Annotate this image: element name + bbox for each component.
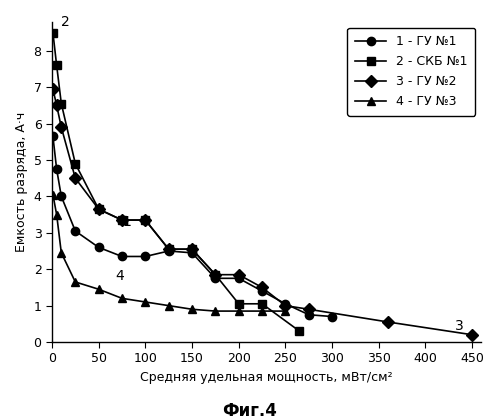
4 - ГУ №3 <box>54 212 60 217</box>
Text: 3: 3 <box>456 318 464 333</box>
4 - ГУ №3 <box>142 299 148 304</box>
1 - ГУ №1 <box>212 276 218 281</box>
2 - СКБ №1 <box>236 301 242 306</box>
3 - ГУ №2 <box>385 320 391 325</box>
4 - ГУ №3 <box>96 287 102 292</box>
Text: 4: 4 <box>116 269 124 283</box>
2 - СКБ №1 <box>142 218 148 223</box>
4 - ГУ №3 <box>166 303 172 308</box>
3 - ГУ №2 <box>212 272 218 277</box>
1 - ГУ №1 <box>282 301 288 306</box>
1 - ГУ №1 <box>259 289 265 294</box>
Text: Фиг.4: Фиг.4 <box>222 402 278 420</box>
Text: 2: 2 <box>62 15 70 29</box>
1 - ГУ №1 <box>329 314 335 319</box>
4 - ГУ №3 <box>58 250 64 255</box>
Text: 1: 1 <box>122 215 131 229</box>
Legend: 1 - ГУ №1, 2 - СКБ №1, 3 - ГУ №2, 4 - ГУ №3: 1 - ГУ №1, 2 - СКБ №1, 3 - ГУ №2, 4 - ГУ… <box>348 28 475 116</box>
2 - СКБ №1 <box>296 328 302 333</box>
1 - ГУ №1 <box>54 167 60 172</box>
2 - СКБ №1 <box>58 101 64 106</box>
3 - ГУ №2 <box>142 218 148 223</box>
1 - ГУ №1 <box>189 250 195 255</box>
3 - ГУ №2 <box>306 307 312 312</box>
1 - ГУ №1 <box>142 254 148 259</box>
1 - ГУ №1 <box>236 276 242 281</box>
2 - СКБ №1 <box>189 247 195 252</box>
3 - ГУ №2 <box>282 303 288 308</box>
3 - ГУ №2 <box>189 247 195 252</box>
1 - ГУ №1 <box>306 312 312 317</box>
Line: 4 - ГУ №3: 4 - ГУ №3 <box>48 190 290 315</box>
2 - СКБ №1 <box>259 301 265 306</box>
Y-axis label: Емкость разряда, А·ч: Емкость разряда, А·ч <box>15 112 28 252</box>
1 - ГУ №1 <box>96 245 102 250</box>
1 - ГУ №1 <box>166 249 172 254</box>
2 - СКБ №1 <box>54 63 60 68</box>
Line: 1 - ГУ №1: 1 - ГУ №1 <box>48 132 337 321</box>
3 - ГУ №2 <box>96 207 102 212</box>
3 - ГУ №2 <box>54 103 60 108</box>
4 - ГУ №3 <box>50 192 56 197</box>
3 - ГУ №2 <box>469 332 475 337</box>
4 - ГУ №3 <box>236 309 242 314</box>
3 - ГУ №2 <box>72 176 78 181</box>
4 - ГУ №3 <box>72 279 78 284</box>
1 - ГУ №1 <box>119 254 125 259</box>
2 - СКБ №1 <box>96 207 102 212</box>
2 - СКБ №1 <box>119 218 125 223</box>
3 - ГУ №2 <box>50 87 56 92</box>
3 - ГУ №2 <box>58 125 64 130</box>
1 - ГУ №1 <box>50 134 56 139</box>
3 - ГУ №2 <box>236 272 242 277</box>
2 - СКБ №1 <box>50 30 56 35</box>
1 - ГУ №1 <box>72 228 78 234</box>
Line: 2 - СКБ №1: 2 - СКБ №1 <box>48 29 304 335</box>
4 - ГУ №3 <box>189 307 195 312</box>
4 - ГУ №3 <box>119 296 125 301</box>
1 - ГУ №1 <box>58 194 64 199</box>
3 - ГУ №2 <box>259 285 265 290</box>
2 - СКБ №1 <box>72 161 78 166</box>
3 - ГУ №2 <box>166 247 172 252</box>
4 - ГУ №3 <box>259 309 265 314</box>
3 - ГУ №2 <box>119 218 125 223</box>
2 - СКБ №1 <box>212 272 218 277</box>
X-axis label: Средняя удельная мощность, мВт/см²: Средняя удельная мощность, мВт/см² <box>140 371 393 384</box>
Line: 3 - ГУ №2: 3 - ГУ №2 <box>48 85 476 339</box>
2 - СКБ №1 <box>166 247 172 252</box>
4 - ГУ №3 <box>212 309 218 314</box>
4 - ГУ №3 <box>282 309 288 314</box>
